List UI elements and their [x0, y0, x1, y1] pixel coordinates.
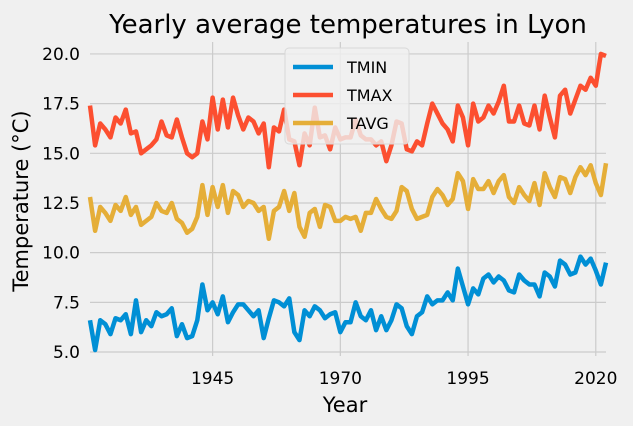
y-tick-label: 12.5: [42, 194, 80, 214]
x-tick-label: 1970: [319, 369, 362, 389]
y-tick-label: 20.0: [42, 45, 80, 65]
y-tick-label: 5.0: [53, 343, 80, 363]
legend-label-tmax: TMAX: [346, 86, 393, 105]
y-tick-label: 10.0: [42, 244, 80, 264]
legend-label-tavg: TAVG: [346, 114, 389, 133]
legend-label-tmin: TMIN: [346, 58, 387, 77]
series-line-tavg: [87, 162, 609, 241]
legend: TMIN TMAX TAVG: [284, 47, 410, 145]
y-tick-label: 7.5: [53, 293, 80, 313]
legend-box: [284, 47, 410, 145]
x-tick-label: 1995: [446, 369, 489, 389]
chart-title: Yearly average temperatures in Lyon: [108, 10, 587, 40]
tick-labels: 1945 1970 1995 2020 5.0 7.5 10.0 12.5 15.0 17.5 20…: [42, 45, 617, 389]
y-tick-label: 15.0: [42, 144, 80, 164]
series-line-tmin: [87, 254, 609, 353]
x-axis-label: Year: [322, 393, 368, 417]
x-tick-label: 2020: [574, 369, 617, 389]
y-axis-label: Temperature (°C): [9, 110, 33, 292]
y-tick-label: 17.5: [42, 95, 80, 115]
x-tick-label: 1945: [191, 369, 234, 389]
